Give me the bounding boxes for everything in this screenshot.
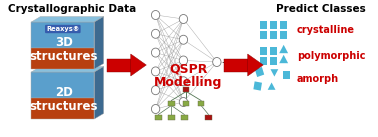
Bar — [183, 86, 189, 92]
Polygon shape — [31, 16, 104, 22]
Circle shape — [152, 67, 160, 76]
Bar — [280, 31, 287, 39]
Polygon shape — [31, 48, 94, 69]
Polygon shape — [248, 54, 263, 76]
Polygon shape — [31, 72, 94, 98]
Bar — [253, 81, 262, 91]
Text: crystalline: crystalline — [297, 25, 355, 35]
Text: 2D
structures: 2D structures — [29, 85, 98, 113]
Circle shape — [179, 15, 187, 24]
Polygon shape — [31, 22, 94, 48]
Bar — [168, 115, 175, 119]
Circle shape — [213, 58, 221, 66]
Bar — [255, 67, 264, 77]
Bar — [260, 31, 267, 39]
Bar — [270, 47, 277, 55]
Polygon shape — [268, 82, 276, 90]
Bar — [270, 21, 277, 29]
Bar — [205, 115, 212, 119]
Circle shape — [179, 56, 187, 65]
Bar — [270, 57, 277, 65]
Circle shape — [152, 29, 160, 38]
Polygon shape — [271, 69, 278, 77]
Circle shape — [152, 48, 160, 57]
Polygon shape — [279, 45, 288, 53]
Text: Predict Classes: Predict Classes — [276, 4, 366, 14]
Circle shape — [152, 86, 160, 95]
Circle shape — [179, 77, 187, 86]
Text: amorph: amorph — [297, 74, 339, 84]
Bar — [260, 47, 267, 55]
Polygon shape — [94, 66, 104, 119]
Bar — [168, 101, 175, 105]
Polygon shape — [31, 66, 104, 72]
Bar — [280, 21, 287, 29]
Text: 3D
structures: 3D structures — [29, 35, 98, 63]
Circle shape — [152, 105, 160, 113]
Circle shape — [179, 98, 187, 106]
Polygon shape — [94, 16, 104, 69]
Text: Reaxys®: Reaxys® — [46, 26, 79, 32]
Bar — [270, 31, 277, 39]
Polygon shape — [31, 98, 94, 119]
Text: Crystallographic Data: Crystallographic Data — [8, 4, 136, 14]
Circle shape — [179, 35, 187, 44]
Bar — [198, 101, 204, 105]
Polygon shape — [224, 58, 248, 72]
Polygon shape — [107, 58, 131, 72]
Text: polymorphic: polymorphic — [297, 51, 365, 61]
Bar — [260, 57, 267, 65]
Circle shape — [152, 11, 160, 19]
Polygon shape — [279, 55, 288, 63]
Bar — [260, 21, 267, 29]
Polygon shape — [131, 54, 146, 76]
Bar — [155, 115, 162, 119]
Bar — [183, 101, 189, 105]
Text: QSPR
Modelling: QSPR Modelling — [154, 62, 222, 89]
Bar — [283, 71, 290, 79]
Bar — [181, 115, 187, 119]
